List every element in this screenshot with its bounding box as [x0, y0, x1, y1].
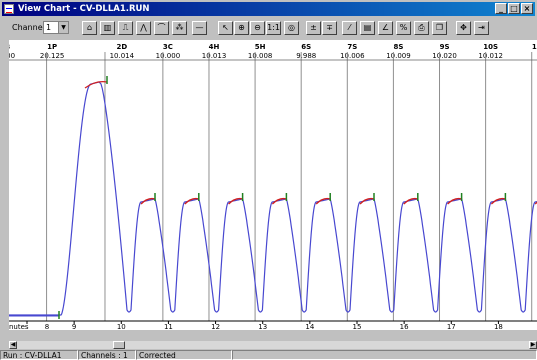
ruler-icon[interactable]: ⁄ [342, 21, 357, 35]
status-run: Run : CV-DLLA1 [0, 350, 78, 360]
status-bar: Run : CV-DLLA1 Channels : 1 Corrected [0, 350, 537, 360]
pointer-icon[interactable]: ↖ [218, 21, 233, 35]
peak-value-label: 10.020 [432, 52, 457, 60]
peak-id-label: 9S [440, 43, 450, 51]
curve-icon[interactable]: ⌒ [154, 21, 169, 35]
peak-value-label: 10.009 [386, 52, 411, 60]
maximize-button[interactable]: □ [508, 3, 520, 14]
peak-value-label: 10.014 [110, 52, 135, 60]
x-tick-label: 17 [447, 323, 456, 330]
x-tick-label: 9 [72, 323, 76, 330]
peak-id-label: 1P [47, 43, 57, 51]
x-tick-label: 15 [353, 323, 362, 330]
zoom-out-icon[interactable]: ⊖ [250, 21, 265, 35]
peak-highlight [403, 197, 418, 205]
scroll-right-icon[interactable]: ▶ [529, 341, 537, 349]
chevron-down-icon[interactable]: ▼ [58, 22, 68, 33]
status-mode: Corrected [136, 350, 232, 360]
remove-marker-icon[interactable]: ∓ [322, 21, 337, 35]
channel-select[interactable]: 1 ▼ [43, 21, 69, 34]
peak-value-label: 0.000 [9, 52, 15, 60]
minimize-button[interactable]: _ [495, 3, 507, 14]
x-tick-label: 10 [117, 323, 126, 330]
x-tick-label: 13 [258, 323, 267, 330]
settings-icon[interactable]: ✥ [456, 21, 471, 35]
close-button[interactable]: × [521, 3, 533, 14]
peak-highlight [184, 197, 199, 205]
step-icon[interactable]: ⎍ [118, 21, 133, 35]
peak-value-label: 10.006 [340, 52, 365, 60]
x-axis-label: Minutes [9, 323, 29, 330]
peak-highlight [140, 197, 156, 205]
peak-id-label: 8S [393, 43, 403, 51]
peak-highlight [447, 197, 462, 205]
peak-highlight [315, 197, 331, 205]
peak-id-label: 7S [347, 43, 357, 51]
peak-value-label: 10.013 [202, 52, 227, 60]
peak-highlight [490, 197, 506, 205]
peak-id-label: 10S [483, 43, 498, 51]
peak-icon[interactable]: ⋀ [136, 21, 151, 35]
peak-highlight [359, 197, 375, 205]
open-icon[interactable]: ⌂ [82, 21, 97, 35]
peak-value-label: 20.125 [40, 52, 65, 60]
chart-app-icon[interactable] [4, 4, 14, 14]
zoom-reset-icon[interactable]: 1:1 [266, 21, 281, 35]
peak-id-label: 2D [116, 43, 127, 51]
horizontal-scrollbar[interactable]: ◀ ▶ [9, 341, 537, 349]
x-tick-label: 14 [305, 323, 314, 330]
peak-id-label: 4H [209, 43, 220, 51]
x-tick-label: 8 [45, 323, 49, 330]
x-tick-label: 11 [164, 323, 173, 330]
x-tick-label: 12 [211, 323, 220, 330]
print-icon[interactable]: ⎙ [414, 21, 429, 35]
globe-icon[interactable]: ◎ [284, 21, 299, 35]
window-title: View Chart - CV-DLLA1.RUN [18, 4, 150, 14]
peak-id-label: 3C [163, 43, 173, 51]
title-bar[interactable]: View Chart - CV-DLLA1.RUN _ □ × [2, 2, 535, 16]
peak-value-label: 10.008 [248, 52, 273, 60]
peak-highlight [271, 197, 287, 205]
x-tick-label: 16 [400, 323, 409, 330]
peak-id-label: 0B [9, 43, 10, 51]
toolbar: Channel : 1 ▼ ⌂ ▥ ⎍ ⋀ ⌒ ⁂ — ↖ ⊕ ⊖ 1:1 ◎ ± ∓ ⁄ ▤ ∠% ⎙ ❐ ✥ ⇥ [2, 18, 535, 38]
status-empty [232, 350, 537, 360]
add-marker-icon[interactable]: ± [306, 21, 321, 35]
channel-label: Channel : [12, 23, 51, 32]
exit-icon[interactable]: ⇥ [474, 21, 489, 35]
peak-highlight [228, 197, 243, 205]
peak-highlight [84, 80, 108, 89]
percent-icon[interactable]: % [396, 21, 411, 35]
dash-icon[interactable]: — [192, 21, 207, 35]
peak-id-label: 5H [255, 43, 266, 51]
channel-value: 1 [46, 23, 52, 32]
peak-value-label: 9.988 [296, 52, 316, 60]
marker-icon[interactable]: ⁂ [172, 21, 187, 35]
peak-value-label: 10.000 [156, 52, 181, 60]
x-tick-label: 18 [494, 323, 503, 330]
slope-icon[interactable]: ∠ [378, 21, 393, 35]
status-channels: Channels : 1 [78, 350, 136, 360]
zoom-in-icon[interactable]: ⊕ [234, 21, 249, 35]
scroll-thumb[interactable] [113, 341, 125, 349]
document-icon[interactable]: ▤ [360, 21, 375, 35]
peak-value-label: 10.012 [478, 52, 503, 60]
peak-id-label: 11 [532, 43, 537, 51]
scroll-left-icon[interactable]: ◀ [9, 341, 17, 349]
peak-highlight [534, 201, 537, 205]
copy-icon[interactable]: ❐ [432, 21, 447, 35]
peak-id-label: 6S [301, 43, 311, 51]
grid-icon[interactable]: ▥ [100, 21, 115, 35]
